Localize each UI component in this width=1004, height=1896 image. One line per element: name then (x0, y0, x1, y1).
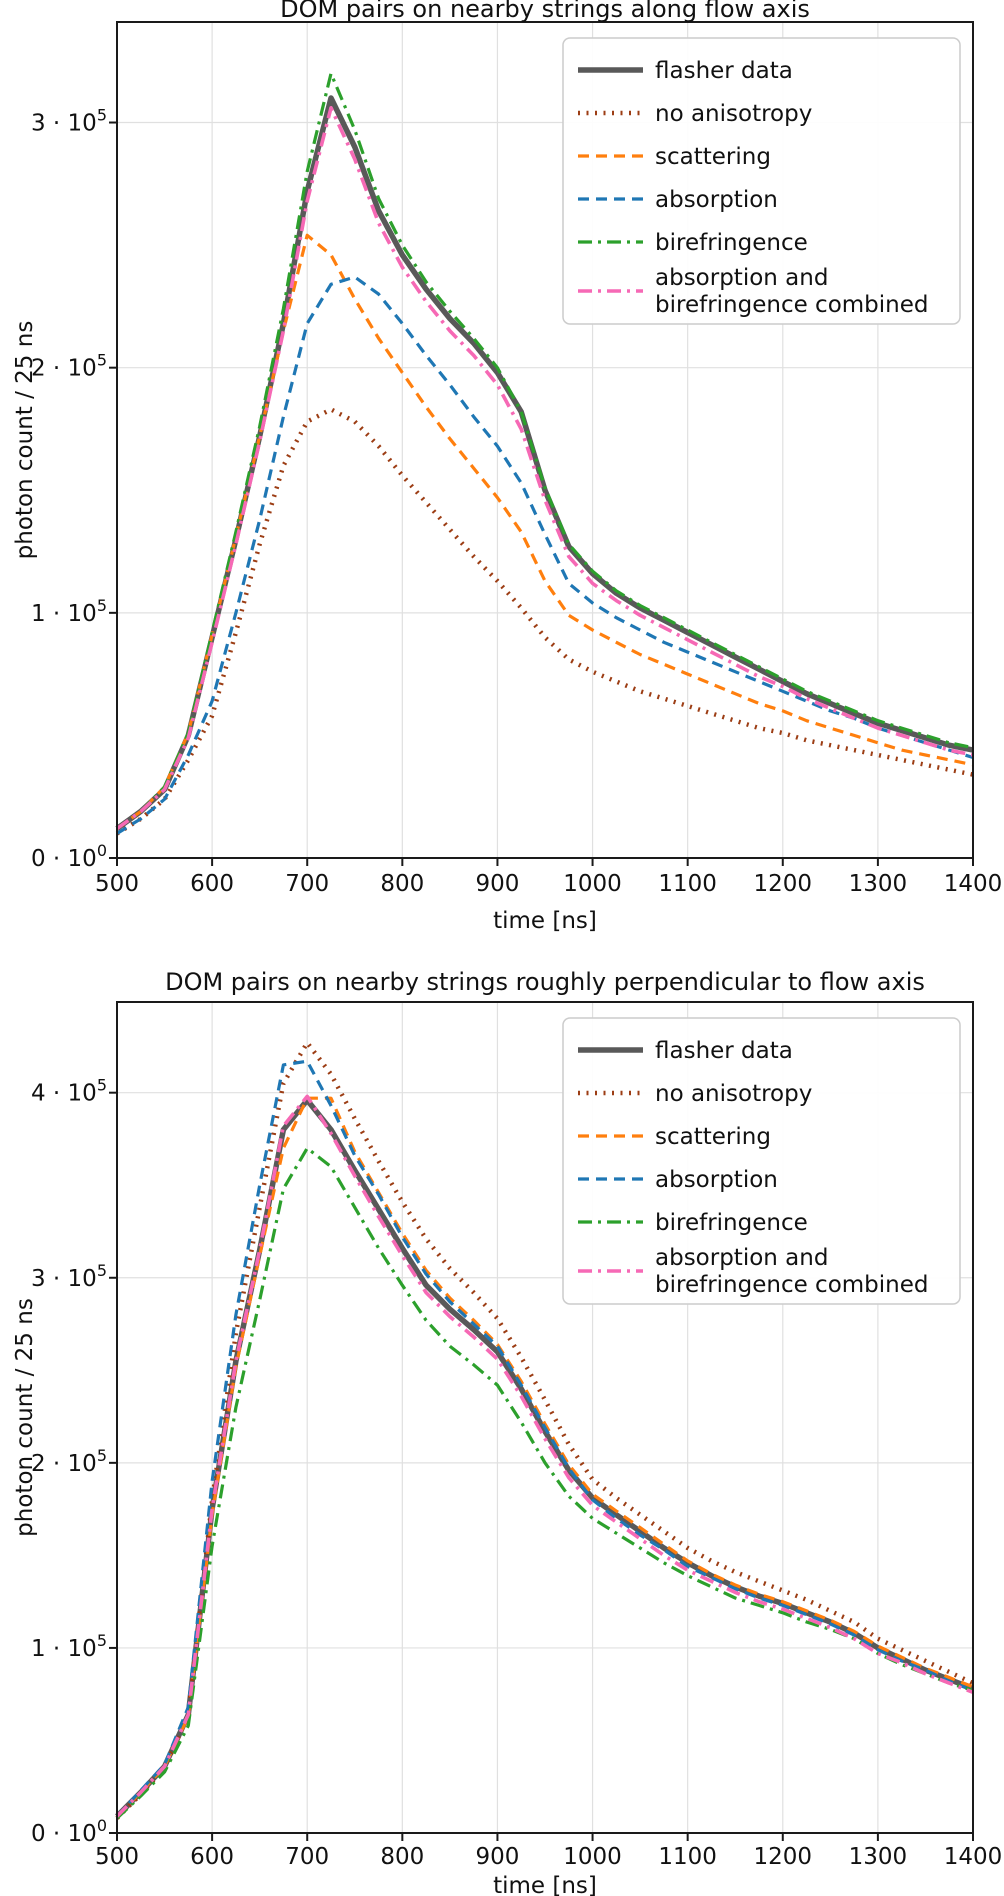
y-tick-exponent: 0 (97, 841, 107, 860)
y-tick-exponent: 5 (97, 1446, 107, 1465)
chart-0: 500 600 700 800 900 1000 1100 1200 1300 1400 0 · 1… (12, 0, 1002, 934)
x-tick-label: 900 (475, 871, 519, 897)
legend-label-no-anisotropy: no anisotropy (655, 101, 812, 127)
legend-label-scattering: scattering (655, 1124, 771, 1150)
y-tick-mantissa: 2 · 10 (31, 1451, 97, 1477)
legend-label-scattering: scattering (655, 144, 771, 170)
x-tick-label: 1200 (754, 1844, 813, 1870)
x-tick-label: 800 (380, 1844, 424, 1870)
legend-frame (562, 37, 961, 325)
legend-label-flasher-data: flasher data (655, 1038, 793, 1064)
legend: flasher data no anisotropy scattering absor… (562, 1017, 961, 1305)
y-tick-mantissa: 3 · 10 (31, 111, 97, 137)
x-tick-label: 500 (95, 871, 139, 897)
legend-label-birefringence: birefringence (655, 1210, 808, 1236)
x-tick-label: 1000 (563, 871, 622, 897)
x-tick-label: 500 (95, 1844, 139, 1870)
y-tick-mantissa: 2 · 10 (31, 356, 97, 382)
y-tick-label: 3 · 105 (31, 1261, 107, 1292)
y-tick-label: 2 · 105 (31, 351, 107, 382)
legend-frame (562, 1017, 961, 1305)
x-tick-label: 700 (285, 871, 329, 897)
series-line-absorption (115, 1059, 974, 1818)
series-line-birefringence (115, 1146, 974, 1820)
legend-label-absorption-and-birefringence-combined: absorption and (655, 265, 828, 291)
x-tick-label: 1000 (563, 1844, 622, 1870)
series-line-no-anisotropy (115, 407, 974, 836)
legend-label-no-anisotropy: no anisotropy (655, 1081, 812, 1107)
legend-label-absorption: absorption (655, 1167, 778, 1193)
y-tick-label: 1 · 105 (31, 596, 107, 627)
legend-label-absorption-and-birefringence-combined: birefringence combined (655, 292, 928, 318)
legend-label-birefringence: birefringence (655, 230, 808, 256)
y-tick-mantissa: 4 · 10 (31, 1081, 97, 1107)
x-tick-label: 1200 (754, 871, 813, 897)
chart-title: DOM pairs on nearby strings along flow a… (280, 0, 810, 23)
series-line-absorption (116, 275, 974, 835)
x-tick-label: 1300 (849, 871, 908, 897)
axes-spines (116, 1001, 974, 1834)
y-tick-exponent: 0 (97, 1816, 107, 1835)
y-tick-exponent: 5 (97, 351, 107, 370)
x-tick-label: 700 (285, 1844, 329, 1870)
x-tick-label: 1300 (849, 1844, 908, 1870)
y-tick-exponent: 5 (97, 596, 107, 615)
y-axis-label: photon count / 25 ns (12, 1298, 38, 1537)
y-tick-mantissa: 3 · 10 (31, 1266, 97, 1292)
legend-label-absorption-and-birefringence-combined: birefringence combined (655, 1272, 928, 1298)
y-tick-label: 4 · 105 (31, 1076, 107, 1107)
x-tick-label: 1100 (658, 1844, 717, 1870)
y-tick-label: 2 · 105 (31, 1446, 107, 1477)
y-tick-exponent: 5 (97, 1631, 107, 1650)
x-tick-label: 1400 (944, 871, 1003, 897)
y-tick-label: 0 · 100 (31, 1816, 107, 1847)
y-tick-mantissa: 0 · 10 (31, 1821, 97, 1847)
axes-spines (116, 21, 974, 859)
y-tick-exponent: 5 (97, 106, 107, 125)
chart-title: DOM pairs on nearby strings roughly perp… (165, 968, 925, 996)
legend: flasher data no anisotropy scattering absor… (562, 37, 961, 325)
legend-label-absorption: absorption (655, 187, 778, 213)
y-tick-mantissa: 0 · 10 (31, 846, 97, 872)
series-line-birefringence (116, 71, 974, 830)
y-tick-mantissa: 1 · 10 (31, 1636, 97, 1662)
series-line-absorption-and-birefringence-combined (115, 1094, 974, 1818)
x-tick-label: 800 (380, 871, 424, 897)
y-tick-label: 0 · 100 (31, 841, 107, 872)
y-tick-label: 1 · 105 (31, 1631, 107, 1662)
legend-label-absorption-and-birefringence-combined: absorption and (655, 1245, 828, 1271)
chart-1: 500 600 700 800 900 1000 1100 1200 1300 1400 0 · 1… (12, 968, 1002, 1896)
x-axis-label: time [ns] (493, 908, 597, 934)
y-tick-mantissa: 1 · 10 (31, 601, 97, 627)
y-tick-label: 3 · 105 (31, 106, 107, 137)
y-tick-exponent: 5 (97, 1076, 107, 1095)
legend-label-flasher-data: flasher data (655, 58, 793, 84)
series-line-scattering (115, 1096, 974, 1818)
y-axis-label: photon count / 25 ns (12, 321, 38, 560)
x-axis-label: time [ns] (493, 1873, 597, 1896)
x-tick-label: 600 (190, 871, 234, 897)
x-tick-label: 900 (475, 1844, 519, 1870)
y-tick-exponent: 5 (97, 1261, 107, 1280)
x-tick-label: 1100 (658, 871, 717, 897)
x-tick-label: 1400 (944, 1844, 1003, 1870)
x-tick-label: 600 (190, 1844, 234, 1870)
